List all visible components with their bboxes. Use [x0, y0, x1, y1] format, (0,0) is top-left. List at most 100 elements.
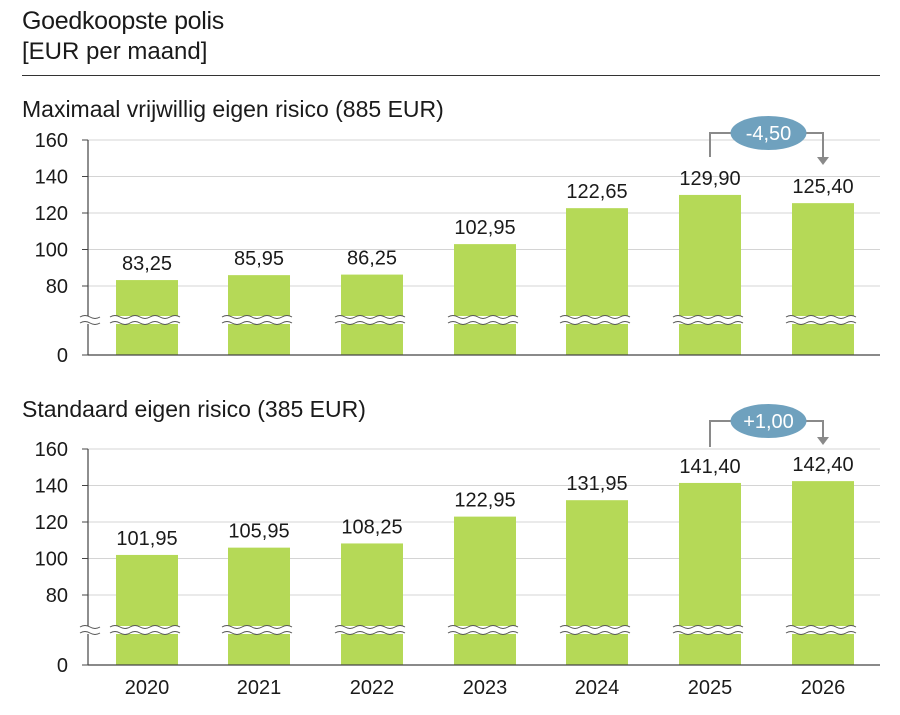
- data-label: 142,40: [792, 454, 853, 476]
- axis-break-gap: [80, 316, 100, 324]
- y-tick-label: 160: [35, 130, 68, 152]
- axis-break-line: [221, 625, 293, 629]
- axis-break-line: [334, 625, 406, 629]
- y-tick-label: 100: [35, 549, 68, 571]
- bar-2020: [116, 554, 178, 665]
- axis-break-line: [79, 631, 101, 635]
- axis-break-gap: [335, 316, 409, 324]
- axis-break-line: [79, 625, 101, 629]
- axis-break-line: [447, 321, 519, 325]
- axis-break-line: [785, 625, 857, 629]
- bar-2024: [566, 500, 628, 665]
- annotation-badge: [730, 404, 807, 438]
- axis-break-gap: [786, 316, 860, 324]
- bar-2025: [679, 194, 741, 355]
- axis-break-line: [672, 321, 744, 325]
- axis-break-gap: [448, 316, 522, 324]
- axis-break-line: [559, 315, 631, 319]
- data-label: 83,25: [122, 253, 172, 275]
- axis-break-gap: [786, 626, 860, 634]
- y-tick-label: 80: [46, 585, 68, 607]
- axis-break-line: [334, 321, 406, 325]
- y-tick-label: 0: [57, 345, 68, 367]
- annotation-text: +1,00: [743, 411, 794, 433]
- bar-2024: [566, 208, 628, 355]
- axis-break-line: [109, 321, 181, 325]
- axis-break-line: [109, 625, 181, 629]
- y-tick-label: 120: [35, 512, 68, 534]
- bar-2021: [228, 547, 290, 665]
- axis-break-gap: [80, 626, 100, 634]
- axis-break-line: [79, 315, 101, 319]
- axis-break-line: [334, 631, 406, 635]
- axis-break-gap: [335, 626, 409, 634]
- data-label: 85,95: [234, 248, 284, 270]
- axis-break-line: [672, 631, 744, 635]
- axis-break-gap: [673, 626, 747, 634]
- axis-break-line: [221, 631, 293, 635]
- bar-2022: [341, 274, 403, 355]
- y-tick-label: 120: [35, 203, 68, 225]
- chart-title: Goedkoopste polis: [22, 7, 224, 35]
- data-label: 101,95: [116, 528, 177, 550]
- data-label: 122,95: [454, 490, 515, 512]
- annotation-arrowhead: [817, 437, 829, 445]
- panel-title: Standaard eigen risico (385 EUR): [22, 396, 366, 422]
- data-label: 102,95: [454, 217, 515, 239]
- axis-break-line: [109, 315, 181, 319]
- axis-break-line: [447, 631, 519, 635]
- axis-break-gap: [673, 316, 747, 324]
- data-label: 105,95: [228, 521, 289, 543]
- x-tick-label: 2021: [237, 677, 282, 699]
- y-tick-label: 0: [57, 655, 68, 677]
- y-tick-label: 80: [46, 276, 68, 298]
- chart-panel-2: Standaard eigen risico (385 EUR) 0 80 100 12…: [22, 396, 880, 699]
- axis-break-line: [447, 625, 519, 629]
- annotation-text: -4,50: [746, 123, 792, 145]
- bar-2023: [454, 244, 516, 355]
- data-label: 141,40: [679, 456, 740, 478]
- x-tick-label: 2024: [575, 677, 620, 699]
- x-tick-label: 2022: [350, 677, 395, 699]
- axis-break-line: [447, 315, 519, 319]
- y-tick-label: 100: [35, 240, 68, 262]
- data-label: 108,25: [341, 516, 402, 538]
- y-tick-label: 160: [35, 439, 68, 461]
- axis-break-line: [79, 321, 101, 325]
- bar-2026: [792, 481, 854, 665]
- axis-break-gap: [448, 626, 522, 634]
- x-tick-label: 2020: [125, 677, 170, 699]
- data-label: 129,90: [679, 168, 740, 190]
- axis-break-gap: [560, 626, 634, 634]
- bar-2021: [228, 275, 290, 355]
- data-label: 125,40: [792, 176, 853, 198]
- annotation-badge: [730, 116, 807, 150]
- axis-break-line: [109, 631, 181, 635]
- axis-break-line: [785, 631, 857, 635]
- chart-panel-1: Maximaal vrijwillig eigen risico (885 EU…: [22, 96, 880, 367]
- data-label: 122,65: [566, 181, 627, 203]
- data-label: 86,25: [347, 248, 397, 270]
- annotation-arrowhead: [817, 157, 829, 165]
- axis-break-gap: [110, 316, 184, 324]
- axis-break-gap: [110, 626, 184, 634]
- axis-break-line: [221, 315, 293, 319]
- axis-break-line: [559, 321, 631, 325]
- axis-break-line: [221, 321, 293, 325]
- axis-break-gap: [560, 316, 634, 324]
- axis-break-line: [672, 315, 744, 319]
- chart-subtitle: [EUR per maand]: [22, 38, 208, 65]
- axis-break-line: [785, 321, 857, 325]
- axis-break-line: [334, 315, 406, 319]
- axis-break-line: [559, 631, 631, 635]
- bar-2025: [679, 482, 741, 665]
- panel-title: Maximaal vrijwillig eigen risico (885 EU…: [22, 96, 444, 122]
- axis-break-gap: [222, 316, 296, 324]
- bar-2022: [341, 543, 403, 665]
- axis-break-line: [672, 625, 744, 629]
- x-tick-label: 2023: [463, 677, 508, 699]
- axis-break-gap: [222, 626, 296, 634]
- data-label: 131,95: [566, 473, 627, 495]
- x-tick-label: 2025: [688, 677, 733, 699]
